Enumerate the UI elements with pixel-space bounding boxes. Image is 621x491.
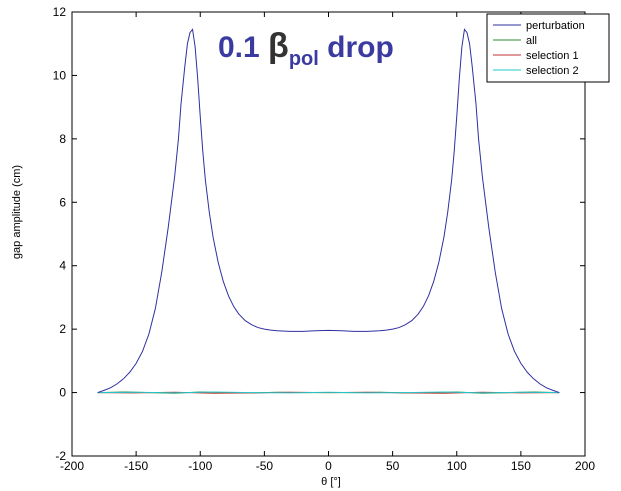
x-tick-label: -50 xyxy=(256,459,274,473)
x-tick-label: -150 xyxy=(124,459,148,473)
x-tick-label: 0 xyxy=(325,459,332,473)
x-tick-label: 200 xyxy=(575,459,595,473)
series-line-perturbation xyxy=(97,28,560,394)
ticks-layer: -200 -150 -100 -50 0 50 100 150 200 -2 0 2 4 6 8 10 12 xyxy=(53,5,596,473)
legend-label: perturbation xyxy=(526,20,585,32)
legend-label: selection 1 xyxy=(526,50,579,62)
y-tick-label: 10 xyxy=(53,68,67,82)
y-tick-label: 2 xyxy=(59,322,66,336)
legend: perturbation all selection 1 selection 2 xyxy=(486,13,610,83)
title-suffix: drop xyxy=(319,31,394,64)
legend-entries: perturbation all selection 1 selection 2 xyxy=(493,20,585,77)
y-tick-label: 4 xyxy=(59,259,66,273)
legend-label: all xyxy=(526,35,537,47)
y-axis-label: gap amplitude (cm) xyxy=(11,165,23,259)
y-tick-label: 0 xyxy=(59,386,66,400)
plot-layer xyxy=(97,28,560,394)
axes-box xyxy=(71,11,586,457)
title-beta-symbol: β xyxy=(268,27,289,65)
chart-title: 0.1 βpol drop xyxy=(218,27,394,70)
series-line-selection-2 xyxy=(97,391,560,394)
y-tick-label: 8 xyxy=(59,132,66,146)
legend-label: selection 2 xyxy=(526,65,579,77)
y-tick-label: -2 xyxy=(55,449,66,463)
x-tick-label: 150 xyxy=(511,459,531,473)
title-prefix: 0.1 xyxy=(218,31,268,64)
x-tick-label: 50 xyxy=(386,459,400,473)
y-tick-label: 6 xyxy=(59,195,66,209)
title-subscript: pol xyxy=(289,48,319,70)
x-axis-label: θ [°] xyxy=(321,476,341,488)
y-tick-label: 12 xyxy=(53,5,67,19)
x-tick-label: -200 xyxy=(60,459,84,473)
x-tick-label: 100 xyxy=(447,459,467,473)
x-tick-label: -100 xyxy=(188,459,212,473)
